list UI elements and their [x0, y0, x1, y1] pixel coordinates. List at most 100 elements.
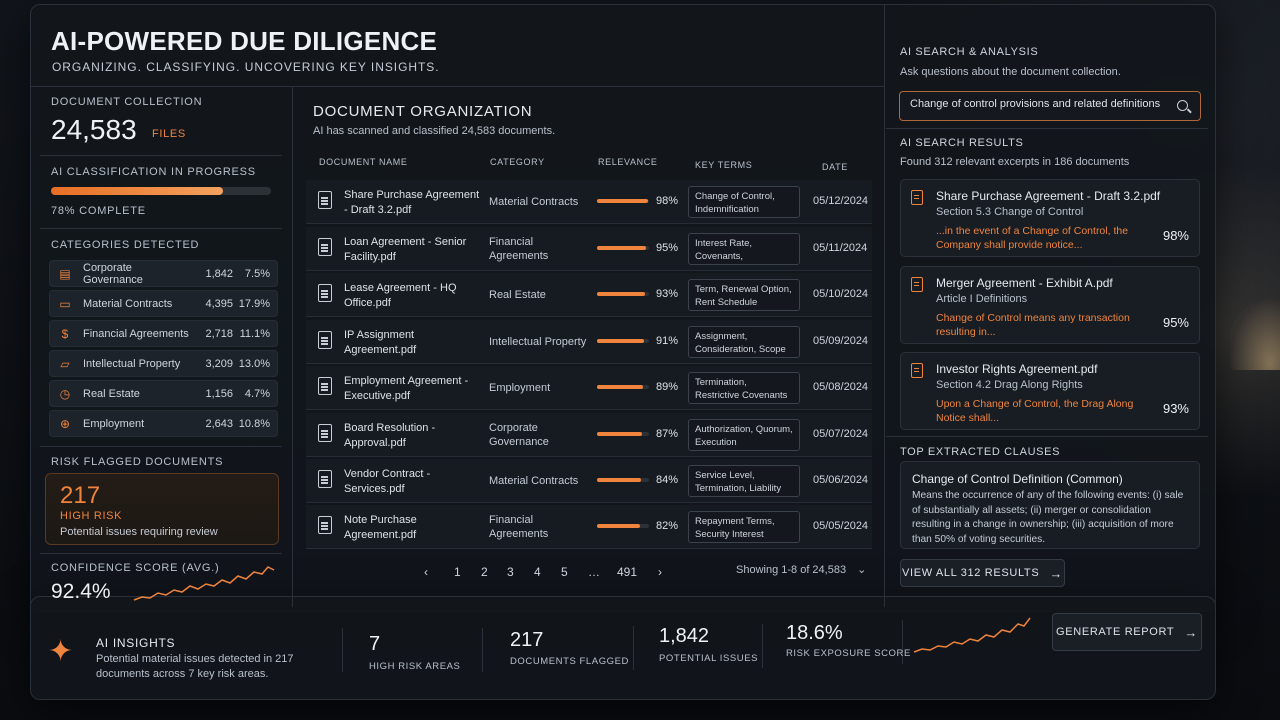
arrow-right-icon: → — [1049, 565, 1063, 581]
result-excerpt: Change of Control means any transaction … — [936, 312, 1130, 338]
category-row[interactable]: ◷ Real Estate 1,156 4.7% — [49, 380, 278, 407]
pager-page-5[interactable]: 5 — [561, 565, 568, 579]
risk-description: Potential issues requiring review — [60, 526, 218, 538]
category-percent: 7.5% — [244, 267, 270, 280]
employment-icon: ⊕ — [59, 416, 71, 431]
confidence-value: 92.4% — [51, 580, 111, 603]
document-icon — [318, 238, 332, 256]
relevance-bar — [597, 292, 649, 296]
document-row[interactable]: Board Resolution - Approval.pdf Corporate… — [306, 413, 872, 457]
col-category[interactable]: CATEGORY — [490, 157, 545, 167]
page-subtitle: ORGANIZING. CLASSIFYING. UNCOVERING KEY … — [52, 60, 440, 74]
confidence-label: CONFIDENCE SCORE (AVG.) — [51, 562, 220, 574]
result-section: Section 4.2 Drag Along Rights — [936, 379, 1083, 391]
category-percent: 11.1% — [239, 327, 270, 340]
search-input[interactable] — [910, 98, 1165, 110]
search-icon[interactable] — [1177, 100, 1188, 111]
categories-label: CATEGORIES DETECTED — [51, 239, 200, 251]
document-name: Lease Agreement - HQ Office.pdf — [344, 282, 457, 309]
document-date: 05/08/2024 — [813, 381, 869, 393]
document-name: Note Purchase Agreement.pdf — [344, 514, 417, 541]
pager-page-2[interactable]: 2 — [481, 565, 488, 579]
risk-card[interactable]: 217 HIGH RISK Potential issues requiring… — [45, 473, 279, 545]
chevron-down-icon: ⌄ — [857, 564, 867, 576]
category-count: 1,156 — [205, 387, 233, 400]
pager-prev-button[interactable]: ‹ — [424, 565, 428, 579]
relevance-bar — [597, 199, 649, 203]
left-divider-4 — [40, 553, 282, 554]
document-row[interactable]: Note Purchase Agreement.pdf Financial Agr… — [306, 505, 872, 549]
pager-page-4[interactable]: 4 — [534, 565, 541, 579]
insights-description: Potential material issues detected in 21… — [96, 653, 294, 680]
result-score: 93% — [1162, 401, 1189, 416]
stat-label: DOCUMENTS FLAGGED — [510, 656, 629, 667]
col-date[interactable]: DATE — [822, 162, 848, 172]
document-icon — [318, 331, 332, 349]
category-row[interactable]: ⊕ Employment 2,643 10.8% — [49, 410, 278, 437]
classification-label: AI CLASSIFICATION IN PROGRESS — [51, 166, 256, 178]
document-icon — [318, 424, 332, 442]
key-terms-tag: Change of Control, Indemnification — [688, 186, 800, 218]
col-document-name[interactable]: DOCUMENT NAME — [319, 157, 408, 167]
document-name: Loan Agreement - Senior Facility.pdf — [344, 236, 467, 263]
showing-select[interactable]: Showing 1-8 of 24,583 ⌄ — [736, 563, 866, 576]
document-row[interactable]: IP Assignment Agreement.pdf Intellectual … — [306, 320, 872, 364]
col-key-terms[interactable]: KEY TERMS — [695, 160, 753, 170]
document-row[interactable]: Loan Agreement - Senior Facility.pdf Fina… — [306, 227, 872, 271]
document-row[interactable]: Employment Agreement - Executive.pdf Empl… — [306, 366, 872, 410]
category-row[interactable]: ▤ Corporate Governance 1,842 7.5% — [49, 260, 278, 287]
governance-doc-icon: ▤ — [59, 266, 71, 281]
col-relevance[interactable]: RELEVANCE — [598, 157, 658, 167]
result-section: Section 5.3 Change of Control — [936, 206, 1084, 218]
document-icon — [911, 190, 923, 205]
search-result-card[interactable]: Share Purchase Agreement - Draft 3.2.pdf… — [900, 179, 1200, 257]
relevance-value: 91% — [655, 335, 678, 347]
pager-page-last[interactable]: 491 — [617, 565, 638, 579]
relevance-fill — [597, 292, 646, 296]
document-row[interactable]: Lease Agreement - HQ Office.pdf Real Esta… — [306, 273, 872, 317]
view-all-results-button[interactable]: VIEW ALL 312 RESULTS → — [900, 559, 1065, 587]
category-count: 3,209 — [205, 357, 233, 370]
document-category: Intellectual Property — [489, 336, 587, 348]
relevance-bar — [597, 524, 649, 528]
relevance-value: 98% — [655, 195, 678, 207]
category-count: 4,395 — [205, 297, 233, 310]
relevance-fill — [597, 432, 643, 436]
stat-label: RISK EXPOSURE SCORE — [786, 648, 911, 659]
key-terms-tag: Service Level, Termination, Liability — [688, 465, 800, 497]
result-excerpt: ...in the event of a Change of Control, … — [936, 225, 1129, 251]
pager-page-1[interactable]: 1 — [454, 565, 461, 579]
showing-text: Showing 1-8 of 24,583 — [736, 564, 847, 576]
category-row[interactable]: $ Financial Agreements 2,718 11.1% — [49, 320, 278, 347]
sparkle-icon: ✦ — [48, 635, 74, 668]
right-divider-2 — [886, 436, 1208, 437]
document-category: Real Estate — [489, 289, 546, 301]
document-name: Vendor Contract - Services.pdf — [344, 468, 431, 495]
document-name: Share Purchase Agreement - Draft 3.2.pdf — [344, 189, 480, 216]
page-title: AI-POWERED DUE DILIGENCE — [51, 26, 438, 56]
clauses-label: TOP EXTRACTED CLAUSES — [900, 446, 1061, 458]
stat-value: 217 — [510, 629, 544, 651]
document-date: 05/10/2024 — [813, 288, 869, 300]
clause-card[interactable]: Change of Control Definition (Common) Me… — [900, 461, 1200, 549]
document-row[interactable]: Share Purchase Agreement - Draft 3.2.pdf… — [306, 180, 872, 224]
result-title: Merger Agreement - Exhibit A.pdf — [936, 276, 1113, 290]
insights-panel — [30, 596, 1216, 700]
document-row[interactable]: Vendor Contract - Services.pdf Material C… — [306, 459, 872, 503]
pager-next-button[interactable]: › — [658, 565, 662, 579]
category-row[interactable]: ▱ Intellectual Property 3,209 13.0% — [49, 350, 278, 377]
key-terms-tag: Authorization, Quorum, Execution — [688, 419, 800, 451]
document-date: 05/05/2024 — [813, 520, 869, 532]
relevance-value: 87% — [655, 428, 678, 440]
stat-divider — [633, 626, 634, 670]
search-result-card[interactable]: Investor Rights Agreement.pdf Section 4.… — [900, 352, 1200, 430]
relevance-fill — [597, 524, 640, 528]
generate-report-button[interactable]: GENERATE REPORT → — [1052, 613, 1202, 651]
document-category: Material Contracts — [489, 475, 579, 487]
category-row[interactable]: ▭ Material Contracts 4,395 17.9% — [49, 290, 278, 317]
search-box — [899, 91, 1201, 121]
right-divider — [884, 5, 885, 607]
pager-page-3[interactable]: 3 — [507, 565, 514, 579]
search-result-card[interactable]: Merger Agreement - Exhibit A.pdf Article… — [900, 266, 1200, 344]
relevance-value: 93% — [655, 288, 678, 300]
